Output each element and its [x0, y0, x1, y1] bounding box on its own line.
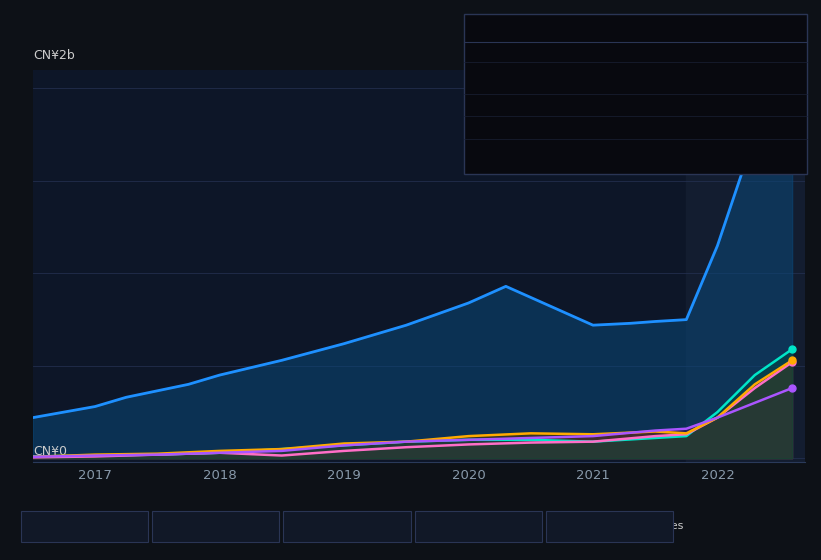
Text: Free Cash Flow: Free Cash Flow: [308, 521, 392, 531]
Text: CN¥591.608m /yr: CN¥591.608m /yr: [661, 67, 765, 80]
Text: Operating Expenses: Operating Expenses: [571, 521, 683, 531]
Text: CN¥527.976m /yr: CN¥527.976m /yr: [661, 122, 765, 135]
Text: Revenue: Revenue: [474, 45, 522, 55]
Bar: [686, 70, 805, 462]
Text: Cash From Op: Cash From Op: [439, 521, 517, 531]
Text: ●: ●: [292, 520, 304, 533]
Text: ●: ●: [30, 520, 41, 533]
Text: CN¥520.964m /yr: CN¥520.964m /yr: [661, 100, 765, 113]
Text: Earnings: Earnings: [177, 521, 225, 531]
Text: Jun 30 2022: Jun 30 2022: [474, 24, 557, 37]
Text: CN¥1.650b /yr: CN¥1.650b /yr: [661, 45, 746, 58]
Text: 35.9% profit margin: 35.9% profit margin: [661, 84, 787, 94]
Text: Cash From Op: Cash From Op: [474, 122, 552, 132]
Text: ●: ●: [424, 520, 435, 533]
Text: ●: ●: [555, 520, 566, 533]
Text: Free Cash Flow: Free Cash Flow: [474, 100, 557, 110]
Text: Earnings: Earnings: [474, 67, 522, 77]
Text: ●: ●: [161, 520, 172, 533]
Text: CN¥0: CN¥0: [33, 445, 67, 458]
Text: CN¥383.324m /yr: CN¥383.324m /yr: [661, 144, 765, 157]
Text: Revenue: Revenue: [45, 521, 94, 531]
Text: CN¥2b: CN¥2b: [33, 49, 75, 62]
Text: Operating Expenses: Operating Expenses: [474, 144, 586, 155]
